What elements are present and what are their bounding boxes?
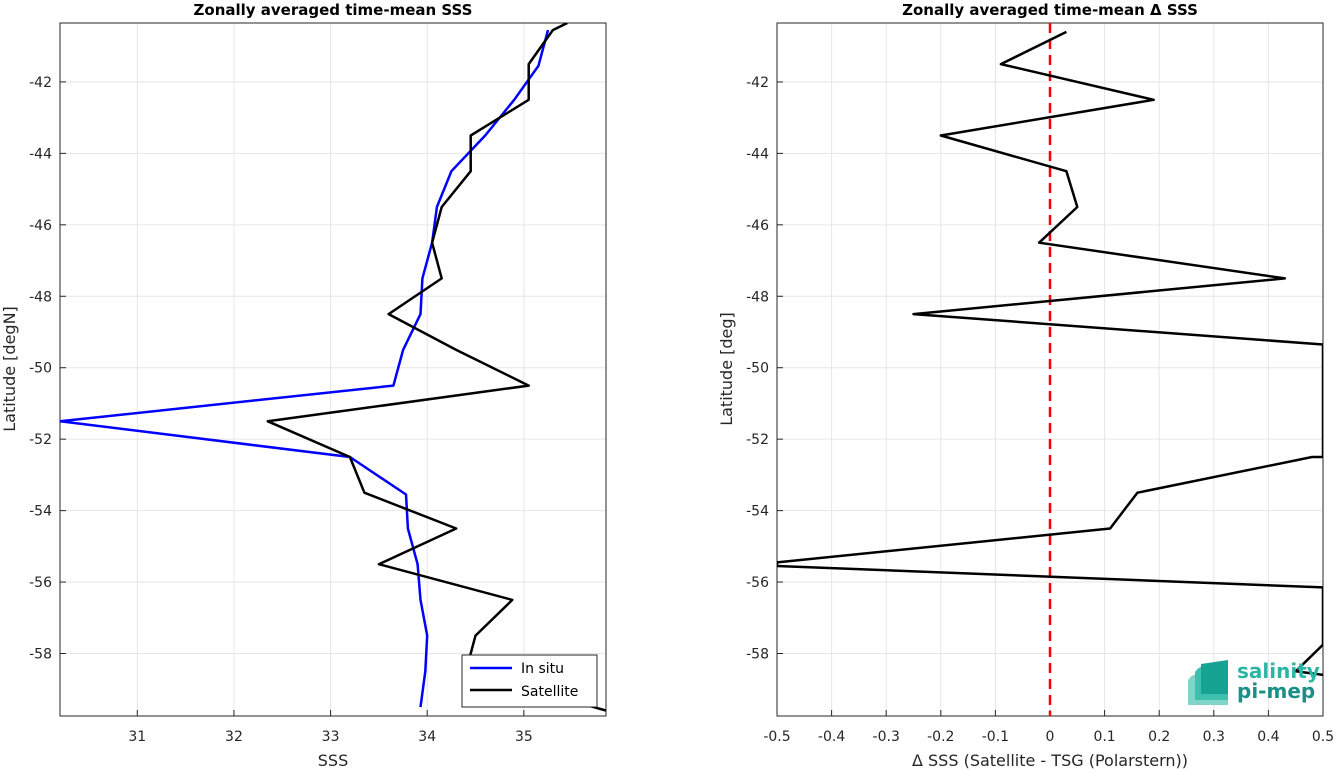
- y-tick-label: -42: [746, 75, 769, 91]
- y-tick-label: -52: [746, 432, 769, 448]
- x-tick-label: 0.4: [1257, 729, 1279, 745]
- right-x-axis-label: Δ SSS (Satellite - TSG (Polarstern)): [912, 751, 1188, 769]
- x-tick-label: 35: [515, 729, 533, 745]
- left-x-ticks: 31 32 33 34 35: [128, 710, 533, 745]
- y-tick-label: -54: [746, 504, 769, 520]
- right-x-ticks: -0.5 -0.4 -0.3 -0.2 -0.1 0 0.1 0.2 0.3 0.4 0.5: [763, 710, 1334, 745]
- logo-wave-icon: [1188, 660, 1228, 705]
- series-line-satellite: [266, 23, 606, 712]
- right-y-axis-label: Latitude [deg]: [717, 312, 736, 426]
- logo-text-pi-mep: pi-mep: [1237, 679, 1315, 703]
- right-panel: -0.5 -0.4 -0.3 -0.2 -0.1 0 0.1 0.2 0.3 0.4 0.5 -42…: [717, 1, 1334, 769]
- left-y-axis-label: Latitude [degN]: [0, 306, 19, 432]
- y-tick-label: -50: [746, 361, 769, 377]
- y-tick-label: -56: [29, 575, 52, 591]
- left-x-axis-label: SSS: [318, 751, 348, 769]
- y-tick-label: -48: [746, 289, 769, 305]
- y-tick-label: -48: [29, 289, 52, 305]
- left-chart-title: Zonally averaged time-mean SSS: [194, 1, 473, 19]
- right-series: [777, 30, 1323, 677]
- y-tick-label: -44: [746, 146, 769, 162]
- left-panel: 31 32 33 34 35 -42 -44 -46 -48 -50 -52 -54 -56 -58 Z…: [0, 1, 607, 769]
- y-tick-label: -46: [746, 218, 769, 234]
- left-y-ticks: -42 -44 -46 -48 -50 -52 -54 -56 -58: [29, 75, 66, 662]
- y-tick-label: -58: [29, 646, 52, 662]
- y-tick-label: -42: [29, 75, 52, 91]
- legend-label-satellite: Satellite: [521, 684, 578, 700]
- x-tick-label: -0.1: [982, 729, 1009, 745]
- y-tick-label: -46: [29, 218, 52, 234]
- series-line-0: [777, 30, 1323, 677]
- x-tick-label: 0.3: [1203, 729, 1225, 745]
- right-y-ticks: -42 -44 -46 -48 -50 -52 -54 -56 -58: [746, 75, 783, 662]
- y-tick-label: -50: [29, 361, 52, 377]
- left-series: [60, 23, 606, 712]
- x-tick-label: -0.4: [818, 729, 845, 745]
- legend-label-in-situ: In situ: [521, 661, 564, 677]
- x-tick-label: 31: [128, 729, 146, 745]
- x-tick-label: -0.3: [873, 729, 900, 745]
- logo-text-salinity: salinity: [1237, 659, 1320, 683]
- x-tick-label: -0.5: [763, 729, 790, 745]
- y-tick-label: -54: [29, 504, 52, 520]
- y-tick-label: -56: [746, 575, 769, 591]
- salinity-pi-mep-logo: salinity pi-mep: [1188, 659, 1320, 705]
- x-tick-label: 32: [225, 729, 243, 745]
- legend-box: [461, 654, 598, 708]
- y-tick-label: -52: [29, 432, 52, 448]
- x-tick-label: 0.2: [1148, 729, 1170, 745]
- right-chart-title: Zonally averaged time-mean Δ SSS: [902, 1, 1198, 19]
- x-tick-label: -0.2: [927, 729, 954, 745]
- x-tick-label: 0: [1046, 729, 1055, 745]
- x-tick-label: 0.5: [1312, 729, 1334, 745]
- x-tick-label: 0.1: [1093, 729, 1115, 745]
- y-tick-label: -44: [29, 146, 52, 162]
- left-axes-box: [59, 22, 607, 717]
- series-line-in-situ: [60, 29, 550, 708]
- legend: In situ Satellite: [461, 654, 598, 708]
- y-tick-label: -58: [746, 646, 769, 662]
- left-grid: [60, 23, 606, 716]
- x-tick-label: 34: [418, 729, 436, 745]
- x-tick-label: 33: [322, 729, 340, 745]
